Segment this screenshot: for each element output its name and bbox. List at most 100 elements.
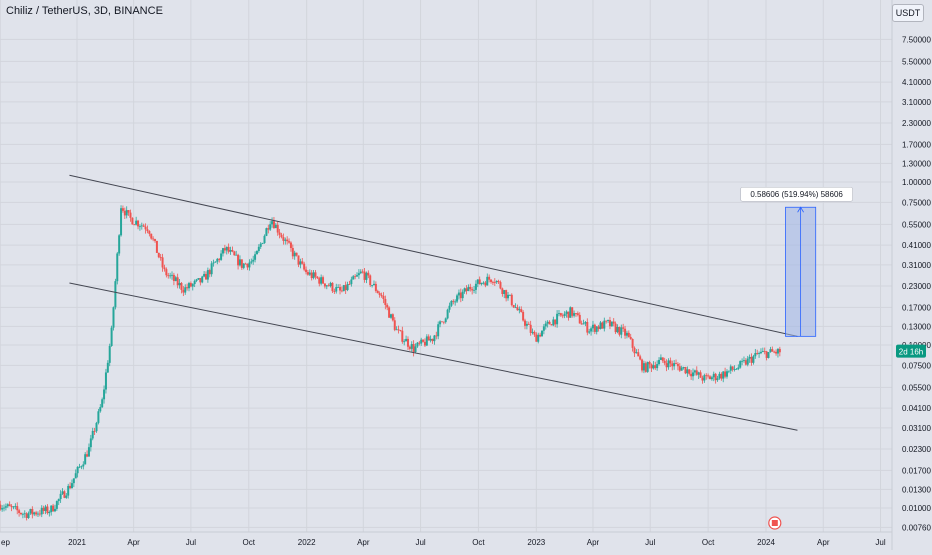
candle-body <box>616 327 619 333</box>
candle-body <box>569 307 572 318</box>
candle-body <box>527 323 530 325</box>
time-tick-label: Jul <box>415 538 425 547</box>
price-axis <box>892 0 932 550</box>
candle-body <box>461 291 464 299</box>
candle-body <box>382 295 385 300</box>
candle-body <box>99 407 102 412</box>
candle-body <box>89 438 92 448</box>
candle-body <box>282 237 285 241</box>
time-tick-label: 2022 <box>298 538 316 547</box>
candle-body <box>769 349 772 353</box>
candle-body <box>25 513 28 519</box>
candle-body <box>212 262 215 264</box>
candle-body <box>293 252 296 257</box>
candle-body <box>454 301 457 303</box>
time-tick-label: ep <box>1 538 10 547</box>
candle-body <box>208 270 211 275</box>
candle-body <box>255 250 258 255</box>
candle-body <box>442 321 445 323</box>
candle-body <box>497 280 500 283</box>
candle-body <box>463 288 466 292</box>
candle-body <box>406 338 409 347</box>
price-tick-label: 7.50000 <box>902 35 931 44</box>
price-tick-label: 3.10000 <box>902 98 931 107</box>
candle-body <box>399 330 402 331</box>
candle-body <box>214 261 217 263</box>
candle-body <box>699 372 702 378</box>
candle-body <box>495 280 498 283</box>
candle-body <box>465 288 468 292</box>
candle-body <box>284 239 287 241</box>
candle-body <box>646 361 649 372</box>
candle-body <box>259 243 262 247</box>
candle-body <box>618 327 621 335</box>
candle-body <box>395 329 398 331</box>
candle-body <box>257 246 260 251</box>
candle-body <box>690 373 693 377</box>
candle-body <box>306 272 309 275</box>
candle-body <box>365 272 368 280</box>
candle-body <box>741 360 744 362</box>
candle-body <box>320 277 323 284</box>
candle-body <box>303 263 306 270</box>
candle-body <box>656 364 659 369</box>
candle-body <box>206 270 209 280</box>
candle-body <box>286 239 289 242</box>
candle-body <box>607 320 610 321</box>
candle-body <box>191 284 194 287</box>
candle-body <box>775 351 778 354</box>
candle-body <box>631 338 634 348</box>
candle-body <box>499 282 502 289</box>
time-tick-label: Oct <box>472 538 485 547</box>
candle-body <box>242 263 245 268</box>
candle-body <box>276 224 279 233</box>
candle-body <box>369 275 372 286</box>
candle-body <box>87 447 90 457</box>
candle-body <box>218 258 221 260</box>
candle-body <box>608 320 611 327</box>
candle-body <box>595 326 598 332</box>
candle-body <box>469 286 472 290</box>
candle-body <box>237 254 240 266</box>
candle-body <box>53 508 56 512</box>
candle-body <box>597 326 600 329</box>
candle-body <box>540 330 543 337</box>
candle-body <box>571 307 574 316</box>
candle-body <box>580 323 583 325</box>
candle-body <box>622 327 625 329</box>
last-price-label-box <box>896 344 926 358</box>
candle-body <box>537 334 540 342</box>
candle-body <box>314 272 317 277</box>
candle-body <box>414 346 417 353</box>
price-tick-label: 0.04100 <box>902 404 931 413</box>
candle-body <box>584 322 587 324</box>
candle-body <box>505 290 508 299</box>
time-tick-label: Apr <box>127 538 140 547</box>
candle-body <box>654 365 657 369</box>
candle-body <box>265 228 268 236</box>
candle-body <box>508 294 511 296</box>
candle-body <box>401 330 404 342</box>
currency-button[interactable]: USDT <box>892 4 924 22</box>
candle-body <box>637 352 640 357</box>
candle-body <box>554 319 557 325</box>
candle-body <box>567 311 570 318</box>
candle-body <box>204 273 207 280</box>
candle-body <box>184 287 187 293</box>
price-tick-label: 0.07500 <box>902 361 931 370</box>
candle-body <box>144 226 147 230</box>
candle-body <box>516 307 519 311</box>
candle-body <box>6 504 9 507</box>
candle-body <box>705 375 708 377</box>
event-marker-flag <box>771 520 778 526</box>
candle-body <box>367 272 370 276</box>
candle-body <box>327 285 330 287</box>
candle-body <box>658 359 661 365</box>
candle-body <box>599 322 602 329</box>
grid <box>0 0 892 532</box>
candle-body <box>118 235 121 254</box>
candle-body <box>3 507 6 509</box>
candle-body <box>125 210 128 216</box>
